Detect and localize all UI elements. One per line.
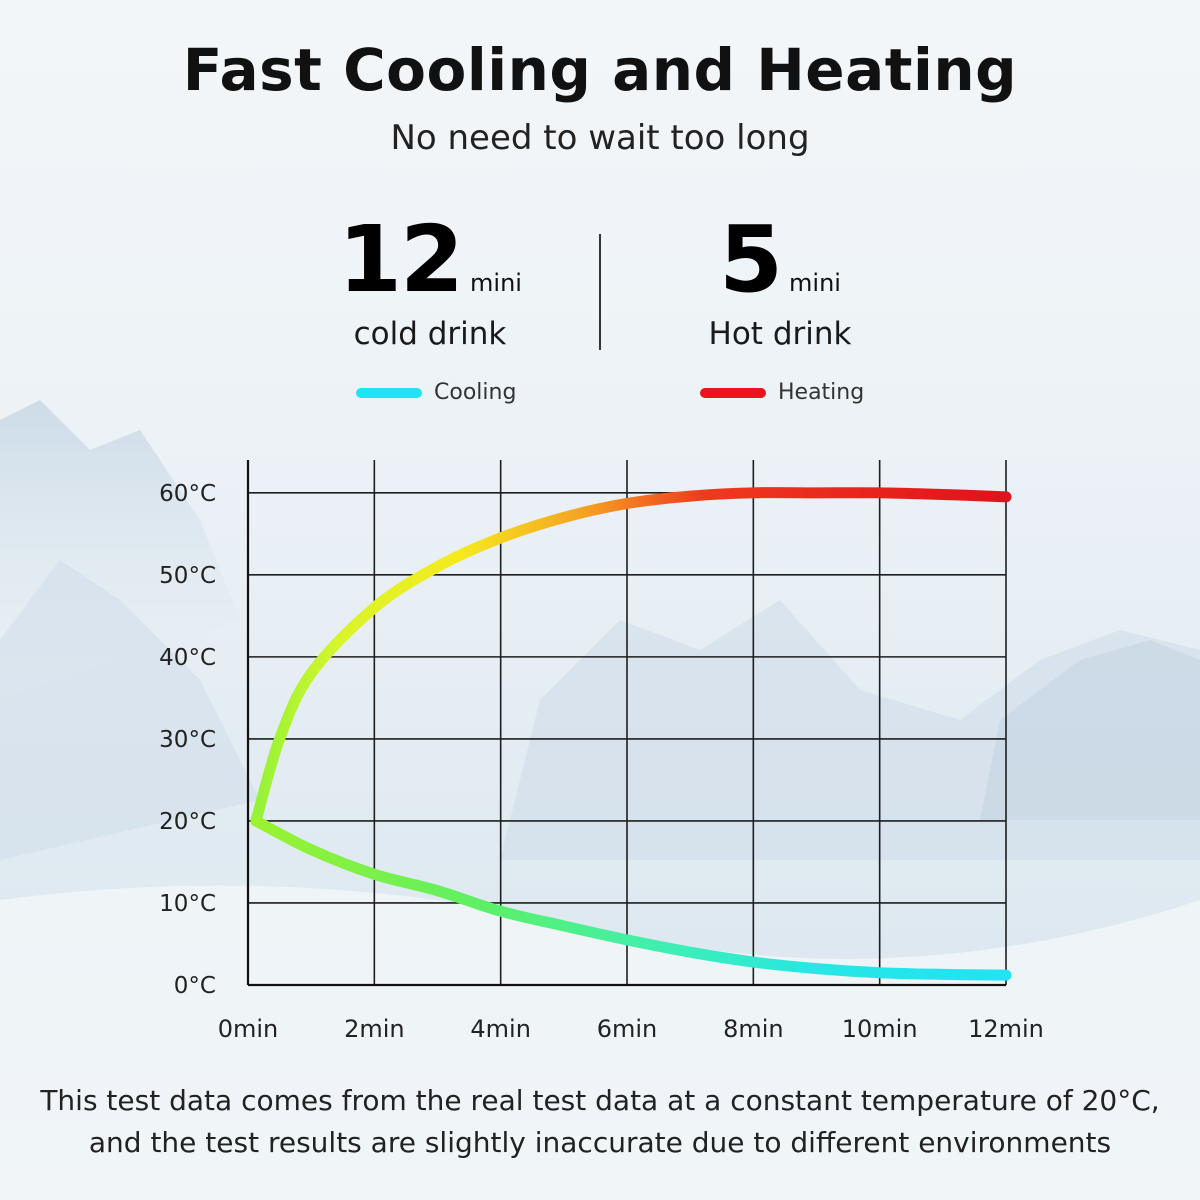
y-tick-label: 40°C: [159, 645, 216, 671]
legend-label-cooling: Cooling: [434, 380, 517, 405]
page-title: Fast Cooling and Heating: [182, 36, 1018, 104]
x-tick-label: 8min: [723, 1015, 784, 1043]
hot-drink-unit: mini: [789, 269, 841, 297]
legend-label-heating: Heating: [778, 380, 865, 405]
temperature-chart: 0min 2min 4min 6min 8min 10min 12min 0°C 10°C 20°…: [159, 460, 1044, 1043]
footnote-line-1: This test data comes from the real test …: [40, 1084, 1160, 1117]
legend-item-cooling: Cooling: [356, 380, 516, 405]
series-line-heating: [250, 487, 1012, 827]
hot-drink-minutes: 5: [719, 206, 783, 313]
cold-drink-unit: mini: [470, 269, 522, 297]
chart-grid: [247, 460, 1007, 986]
cold-drink-minutes: 12: [338, 206, 464, 313]
y-tick-label: 20°C: [159, 809, 216, 835]
legend-item-heating: Heating: [700, 380, 864, 405]
x-tick-label: 10min: [842, 1015, 918, 1043]
cold-drink-label: cold drink: [353, 316, 507, 352]
series-line-cooling: [250, 815, 1012, 981]
y-tick-label: 50°C: [159, 563, 216, 589]
x-tick-label: 12min: [968, 1015, 1044, 1043]
y-tick-label: 0°C: [174, 973, 216, 999]
legend-swatch-cooling: [356, 387, 422, 398]
y-tick-label: 10°C: [159, 891, 216, 917]
x-tick-label: 0min: [218, 1015, 279, 1043]
y-tick-label: 30°C: [159, 727, 216, 753]
x-tick-label: 6min: [597, 1015, 658, 1043]
legend-swatch-heating: [700, 387, 766, 398]
x-tick-label: 2min: [344, 1015, 405, 1043]
stat-divider: [599, 234, 601, 350]
x-tick-label: 4min: [470, 1015, 531, 1043]
hot-drink-stat: 5 mini Hot drink: [630, 210, 930, 353]
cold-drink-stat: 12 mini cold drink: [280, 210, 580, 353]
page-subtitle: No need to wait too long: [390, 118, 810, 158]
y-tick-label: 60°C: [159, 481, 216, 507]
footnote: This test data comes from the real test …: [0, 1080, 1200, 1164]
hot-drink-label: Hot drink: [708, 316, 852, 352]
footnote-line-2: and the test results are slightly inaccu…: [88, 1126, 1112, 1159]
